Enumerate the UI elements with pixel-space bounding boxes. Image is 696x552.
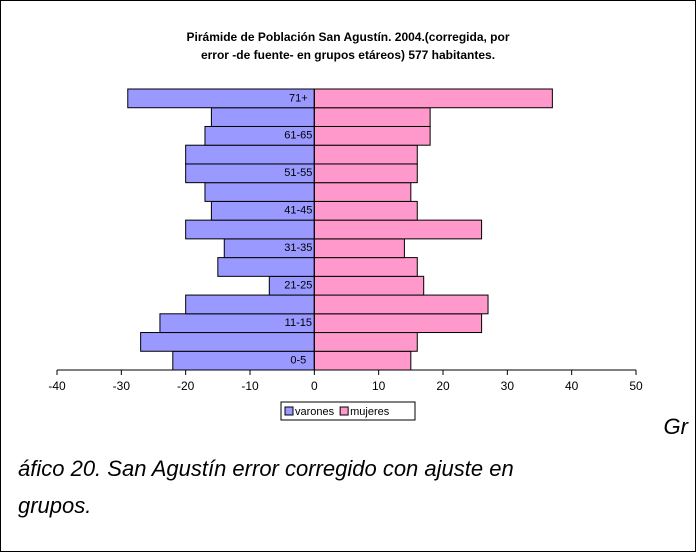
category-label: 51-55 — [284, 167, 312, 179]
category-label: 41-45 — [284, 205, 312, 217]
bar — [313, 88, 553, 109]
x-tick-label: 10 — [372, 379, 386, 393]
caption: áfico 20. San Agustín error corregido co… — [18, 456, 514, 481]
bar — [313, 182, 412, 202]
bar — [313, 275, 425, 296]
bar — [185, 144, 315, 165]
legend-swatch — [284, 406, 294, 416]
category-label: 21-25 — [284, 280, 312, 292]
bar — [140, 332, 315, 352]
bar — [313, 332, 418, 352]
legend-label: varones — [295, 406, 335, 418]
caption: Gr — [664, 414, 690, 439]
bar — [204, 182, 315, 202]
legend-swatch — [339, 406, 349, 416]
x-tick-label: -40 — [48, 379, 66, 393]
x-tick-label: 30 — [501, 379, 515, 393]
bar — [313, 107, 431, 127]
bar — [313, 350, 412, 371]
bar — [313, 219, 483, 240]
bar — [313, 313, 483, 334]
x-tick-label: 0 — [311, 379, 318, 393]
bar — [313, 144, 418, 165]
category-label: 71+ — [289, 92, 308, 104]
chart-title: error -de fuente- en grupos etáreos) 577… — [201, 48, 495, 62]
x-tick-label: 20 — [436, 379, 450, 393]
bar — [185, 219, 315, 240]
x-tick-label: -20 — [177, 379, 195, 393]
bar — [313, 238, 405, 259]
bar — [313, 257, 418, 277]
legend-label: mujeres — [350, 406, 390, 418]
category-label: 31-35 — [284, 242, 312, 254]
category-label: 0-5 — [290, 355, 306, 367]
bar — [313, 163, 418, 184]
bar — [313, 200, 418, 221]
x-tick-label: 50 — [629, 379, 643, 393]
category-label: 11-15 — [285, 317, 312, 329]
x-tick-label: -30 — [113, 379, 131, 393]
bar — [217, 257, 315, 277]
bar — [127, 88, 315, 109]
chart-title: Pirámide de Población San Agustín. 2004.… — [187, 30, 510, 44]
category-label: 61-65 — [284, 130, 312, 142]
bar — [185, 294, 315, 315]
bar — [313, 125, 431, 146]
bar — [210, 107, 315, 127]
x-tick-label: 40 — [565, 379, 579, 393]
x-tick-label: -10 — [241, 379, 259, 393]
caption: grupos. — [18, 493, 91, 518]
bar — [313, 294, 489, 315]
